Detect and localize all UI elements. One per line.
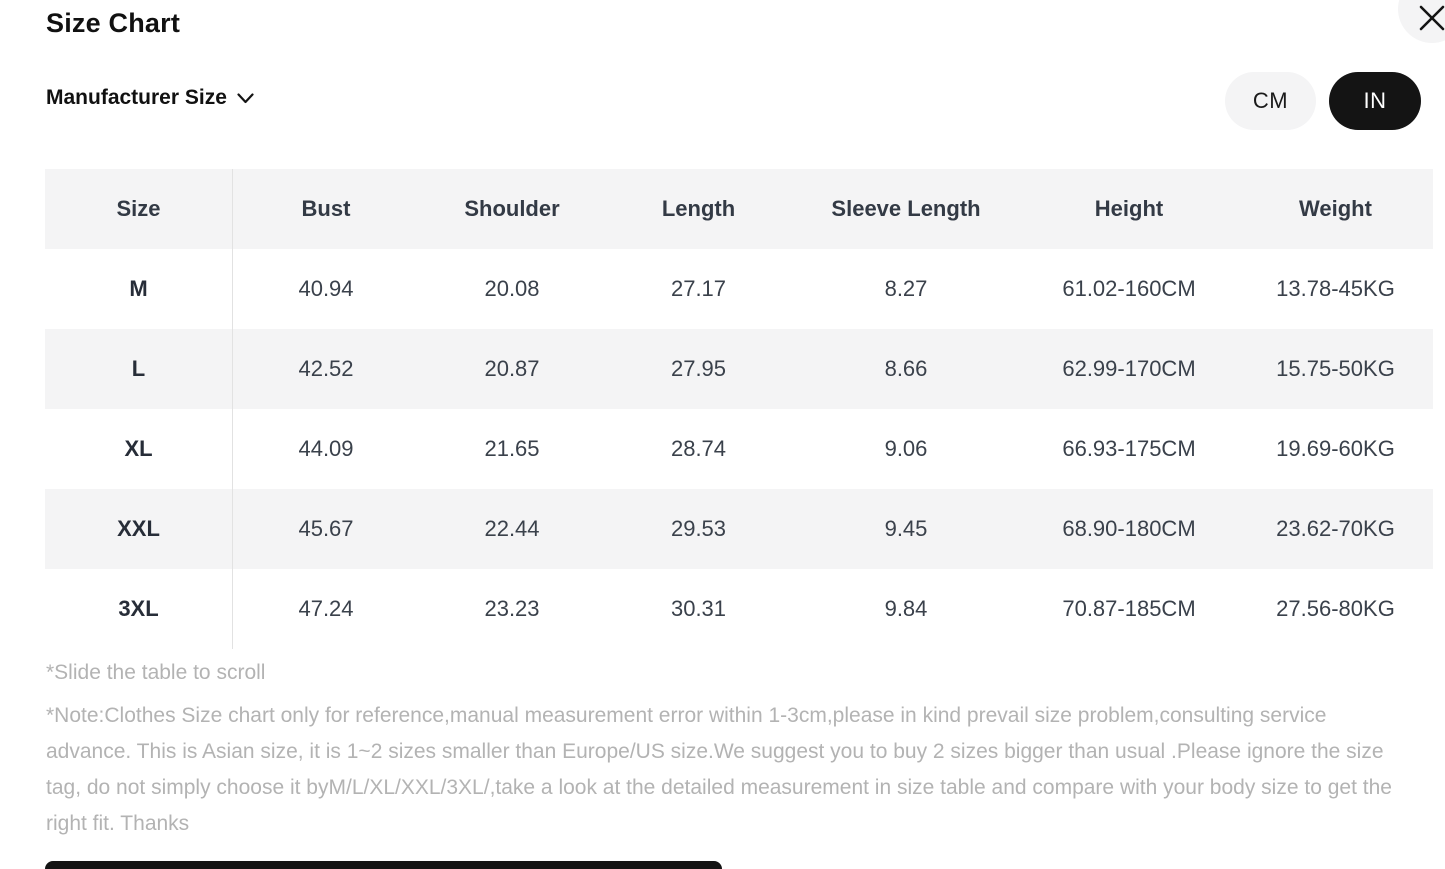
table-cell: 9.45	[884, 516, 928, 541]
table-cell: 13.78-45KG	[1276, 276, 1395, 301]
table-cell: XXL	[45, 489, 233, 569]
table-cell: 29.53	[670, 516, 727, 541]
close-button[interactable]	[1398, 0, 1445, 43]
unit-toggle: CM IN	[1225, 72, 1421, 130]
table-cell: XL	[45, 409, 233, 489]
size-table[interactable]: Size Bust Shoulder Length Sleeve Length …	[45, 169, 1433, 649]
table-header-cell: Height	[1094, 196, 1164, 221]
unit-cm-button[interactable]: CM	[1225, 72, 1316, 130]
table-cell: 9.06	[884, 436, 928, 461]
table-cell: 27.56-80KG	[1276, 596, 1395, 621]
table-row: M 40.94 20.08 27.17 8.27 61.02-160CM 13.…	[45, 249, 1433, 329]
unit-in-button[interactable]: IN	[1329, 72, 1421, 130]
table-cell: 47.24	[298, 596, 354, 621]
table-cell: 8.27	[884, 276, 928, 301]
table-row: 3XL 47.24 23.23 30.31 9.84 70.87-185CM 2…	[45, 569, 1433, 649]
table-cell: 9.84	[884, 596, 928, 621]
table-cell: 62.99-170CM	[1062, 356, 1196, 381]
table-cell: 70.87-185CM	[1062, 596, 1196, 621]
table-cell: 68.90-180CM	[1062, 516, 1196, 541]
slide-hint: *Slide the table to scroll	[46, 661, 266, 684]
table-cell: 44.09	[298, 436, 354, 461]
size-note: *Note:Clothes Size chart only for refere…	[46, 704, 1392, 835]
table-cell: 20.08	[484, 276, 540, 301]
table-cell: 23.62-70KG	[1276, 516, 1395, 541]
table-cell: 3XL	[45, 569, 233, 649]
table-header-cell: Size	[45, 169, 233, 249]
table-row: XXL 45.67 22.44 29.53 9.45 68.90-180CM 2…	[45, 489, 1433, 569]
page-title: Size Chart	[46, 8, 181, 38]
manufacturer-size-label: Manufacturer Size	[46, 86, 227, 109]
table-cell: M	[45, 249, 233, 329]
table-cell: 28.74	[670, 436, 727, 461]
table-cell: 21.65	[484, 436, 540, 461]
close-icon	[1419, 5, 1445, 31]
manufacturer-size-dropdown[interactable]: Manufacturer Size	[46, 86, 254, 110]
table-header-row: Size Bust Shoulder Length Sleeve Length …	[45, 169, 1433, 249]
table-row: XL 44.09 21.65 28.74 9.06 66.93-175CM 19…	[45, 409, 1433, 489]
table-cell: 27.17	[670, 276, 727, 301]
table-header-cell: Length	[661, 196, 736, 221]
table-cell: 66.93-175CM	[1062, 436, 1196, 461]
table-cell: 22.44	[484, 516, 540, 541]
chevron-down-icon	[237, 92, 254, 103]
footnotes: *Slide the table to scroll *Note:Clothes…	[46, 661, 1406, 842]
table-cell: 19.69-60KG	[1276, 436, 1395, 461]
table-header-cell: Weight	[1299, 196, 1372, 221]
table-cell: 27.95	[670, 356, 727, 381]
table-row: L 42.52 20.87 27.95 8.66 62.99-170CM 15.…	[45, 329, 1433, 409]
table-header-cell: Shoulder	[464, 196, 560, 221]
table-header-cell: Sleeve Length	[831, 196, 981, 221]
table-header-cell: Bust	[301, 196, 351, 221]
table-cell: 20.87	[484, 356, 540, 381]
table-cell: 30.31	[670, 596, 727, 621]
table-cell: 45.67	[298, 516, 354, 541]
table-cell: 42.52	[298, 356, 354, 381]
table-cell: 23.23	[484, 596, 540, 621]
confirm-button-partial[interactable]	[45, 861, 722, 869]
table-cell: 61.02-160CM	[1062, 276, 1196, 301]
table-cell: L	[45, 329, 233, 409]
table-cell: 40.94	[298, 276, 354, 301]
table-cell: 8.66	[884, 356, 928, 381]
table-cell: 15.75-50KG	[1276, 356, 1395, 381]
